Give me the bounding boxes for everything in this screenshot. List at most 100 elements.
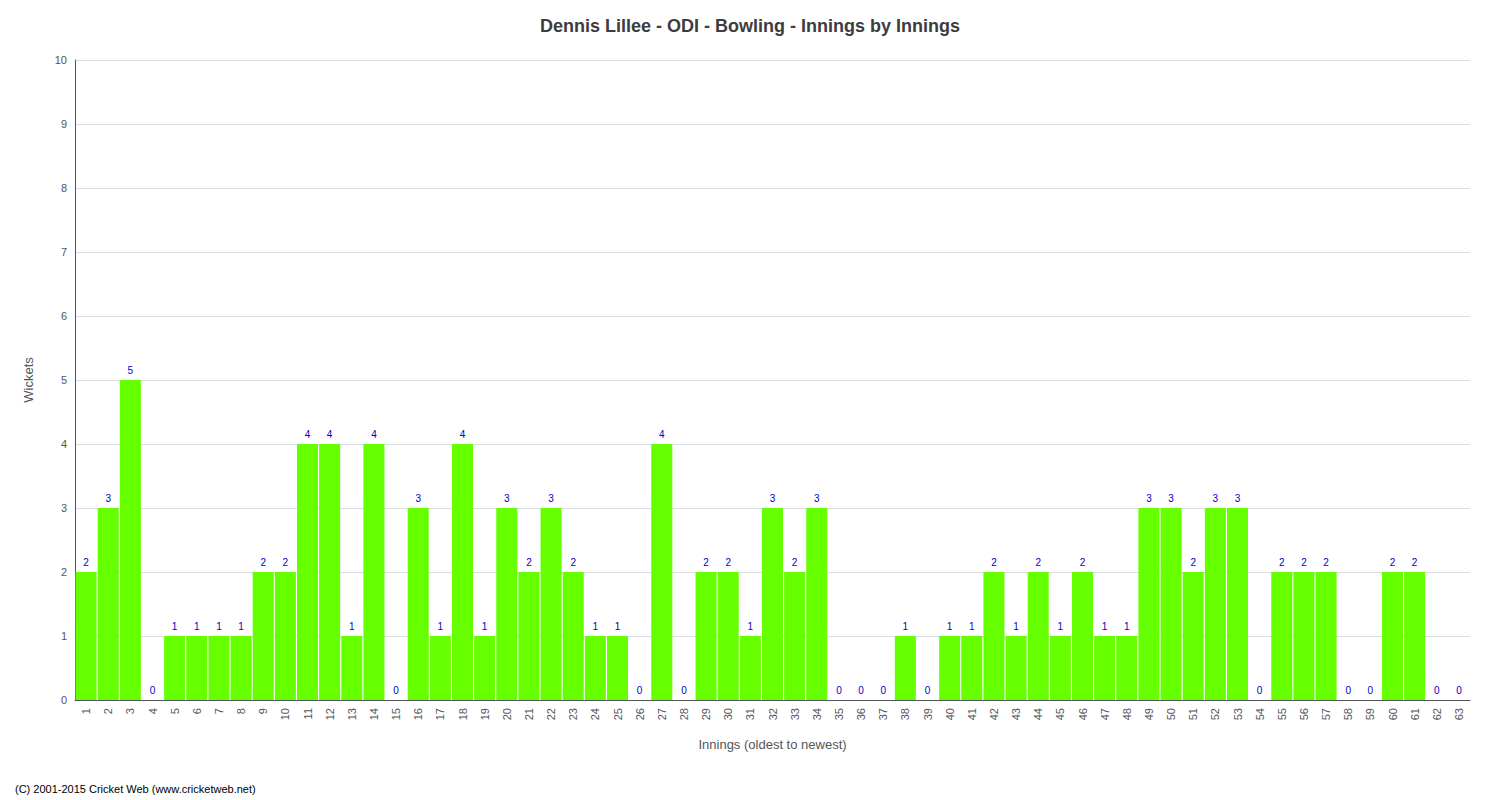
svg-text:50: 50 bbox=[1165, 708, 1177, 720]
svg-text:(C) 2001-2015 Cricket Web (www: (C) 2001-2015 Cricket Web (www.cricketwe… bbox=[15, 783, 256, 795]
svg-text:4: 4 bbox=[460, 429, 466, 440]
svg-text:0: 0 bbox=[393, 685, 399, 696]
svg-text:0: 0 bbox=[1368, 685, 1374, 696]
svg-text:2: 2 bbox=[1390, 557, 1396, 568]
svg-text:3: 3 bbox=[415, 493, 421, 504]
svg-text:0: 0 bbox=[637, 685, 643, 696]
svg-text:3: 3 bbox=[1213, 493, 1219, 504]
svg-text:8: 8 bbox=[61, 182, 67, 194]
svg-text:2: 2 bbox=[1323, 557, 1329, 568]
svg-text:36: 36 bbox=[855, 708, 867, 720]
svg-text:35: 35 bbox=[833, 708, 845, 720]
svg-text:1: 1 bbox=[947, 621, 953, 632]
svg-text:12: 12 bbox=[324, 708, 336, 720]
svg-text:2: 2 bbox=[1190, 557, 1196, 568]
svg-text:3: 3 bbox=[814, 493, 820, 504]
svg-text:11: 11 bbox=[302, 708, 314, 719]
svg-text:1: 1 bbox=[1058, 621, 1064, 632]
svg-text:1: 1 bbox=[1102, 621, 1108, 632]
svg-text:51: 51 bbox=[1187, 708, 1199, 720]
svg-text:1: 1 bbox=[593, 621, 599, 632]
svg-text:17: 17 bbox=[434, 708, 446, 720]
svg-text:5: 5 bbox=[128, 365, 134, 376]
svg-text:4: 4 bbox=[327, 429, 333, 440]
svg-text:24: 24 bbox=[589, 708, 601, 720]
svg-text:29: 29 bbox=[700, 708, 712, 720]
svg-text:4: 4 bbox=[305, 429, 311, 440]
svg-text:42: 42 bbox=[988, 708, 1000, 720]
svg-text:Innings (oldest to newest): Innings (oldest to newest) bbox=[698, 737, 846, 752]
svg-text:7: 7 bbox=[61, 246, 67, 258]
svg-text:1: 1 bbox=[349, 621, 355, 632]
svg-text:1: 1 bbox=[194, 621, 200, 632]
svg-text:6: 6 bbox=[191, 708, 203, 714]
svg-text:10: 10 bbox=[279, 708, 291, 720]
svg-text:10: 10 bbox=[55, 54, 67, 66]
svg-text:5: 5 bbox=[61, 374, 67, 386]
svg-text:7: 7 bbox=[213, 708, 225, 714]
svg-text:2: 2 bbox=[260, 557, 266, 568]
svg-text:2: 2 bbox=[1301, 557, 1307, 568]
svg-text:2: 2 bbox=[1412, 557, 1418, 568]
svg-text:0: 0 bbox=[681, 685, 687, 696]
svg-text:20: 20 bbox=[501, 708, 513, 720]
svg-text:0: 0 bbox=[1345, 685, 1351, 696]
svg-text:22: 22 bbox=[545, 708, 557, 720]
svg-text:49: 49 bbox=[1143, 708, 1155, 720]
svg-text:2: 2 bbox=[725, 557, 731, 568]
svg-text:3: 3 bbox=[1168, 493, 1174, 504]
svg-text:4: 4 bbox=[659, 429, 665, 440]
svg-text:4: 4 bbox=[371, 429, 377, 440]
svg-text:1: 1 bbox=[903, 621, 909, 632]
svg-text:1: 1 bbox=[238, 621, 244, 632]
svg-text:33: 33 bbox=[789, 708, 801, 720]
svg-text:59: 59 bbox=[1364, 708, 1376, 720]
svg-text:1: 1 bbox=[438, 621, 444, 632]
svg-text:2: 2 bbox=[1080, 557, 1086, 568]
svg-text:54: 54 bbox=[1254, 708, 1266, 720]
svg-text:61: 61 bbox=[1409, 708, 1421, 720]
svg-text:3: 3 bbox=[124, 708, 136, 714]
svg-text:4: 4 bbox=[147, 708, 159, 714]
svg-text:62: 62 bbox=[1431, 708, 1443, 720]
svg-text:45: 45 bbox=[1054, 708, 1066, 720]
svg-text:3: 3 bbox=[1146, 493, 1152, 504]
svg-text:Wickets: Wickets bbox=[21, 357, 36, 403]
svg-text:5: 5 bbox=[169, 708, 181, 714]
svg-text:40: 40 bbox=[944, 708, 956, 720]
svg-text:21: 21 bbox=[523, 708, 535, 720]
svg-text:3: 3 bbox=[504, 493, 510, 504]
svg-text:28: 28 bbox=[678, 708, 690, 720]
svg-text:1: 1 bbox=[615, 621, 621, 632]
svg-text:3: 3 bbox=[61, 502, 67, 514]
svg-text:56: 56 bbox=[1298, 708, 1310, 720]
svg-text:55: 55 bbox=[1276, 708, 1288, 720]
svg-text:43: 43 bbox=[1010, 708, 1022, 720]
svg-text:37: 37 bbox=[877, 708, 889, 720]
svg-text:Dennis Lillee - ODI - Bowling: Dennis Lillee - ODI - Bowling - Innings … bbox=[540, 16, 960, 36]
svg-text:0: 0 bbox=[1456, 685, 1462, 696]
svg-text:38: 38 bbox=[899, 708, 911, 720]
svg-text:2: 2 bbox=[83, 557, 89, 568]
svg-text:1: 1 bbox=[482, 621, 488, 632]
svg-text:2: 2 bbox=[570, 557, 576, 568]
svg-text:3: 3 bbox=[548, 493, 554, 504]
svg-text:0: 0 bbox=[858, 685, 864, 696]
svg-text:2: 2 bbox=[703, 557, 709, 568]
svg-text:48: 48 bbox=[1121, 708, 1133, 720]
svg-text:2: 2 bbox=[792, 557, 798, 568]
svg-text:26: 26 bbox=[634, 708, 646, 720]
svg-text:52: 52 bbox=[1209, 708, 1221, 720]
svg-text:1: 1 bbox=[216, 621, 222, 632]
svg-text:32: 32 bbox=[767, 708, 779, 720]
svg-text:1: 1 bbox=[80, 708, 92, 714]
svg-text:14: 14 bbox=[368, 708, 380, 720]
svg-text:19: 19 bbox=[479, 708, 491, 720]
svg-text:58: 58 bbox=[1342, 708, 1354, 720]
svg-text:6: 6 bbox=[61, 310, 67, 322]
svg-text:0: 0 bbox=[61, 694, 67, 706]
svg-text:18: 18 bbox=[457, 708, 469, 720]
svg-text:2: 2 bbox=[61, 566, 67, 578]
svg-text:2: 2 bbox=[102, 708, 114, 714]
svg-text:1: 1 bbox=[172, 621, 178, 632]
